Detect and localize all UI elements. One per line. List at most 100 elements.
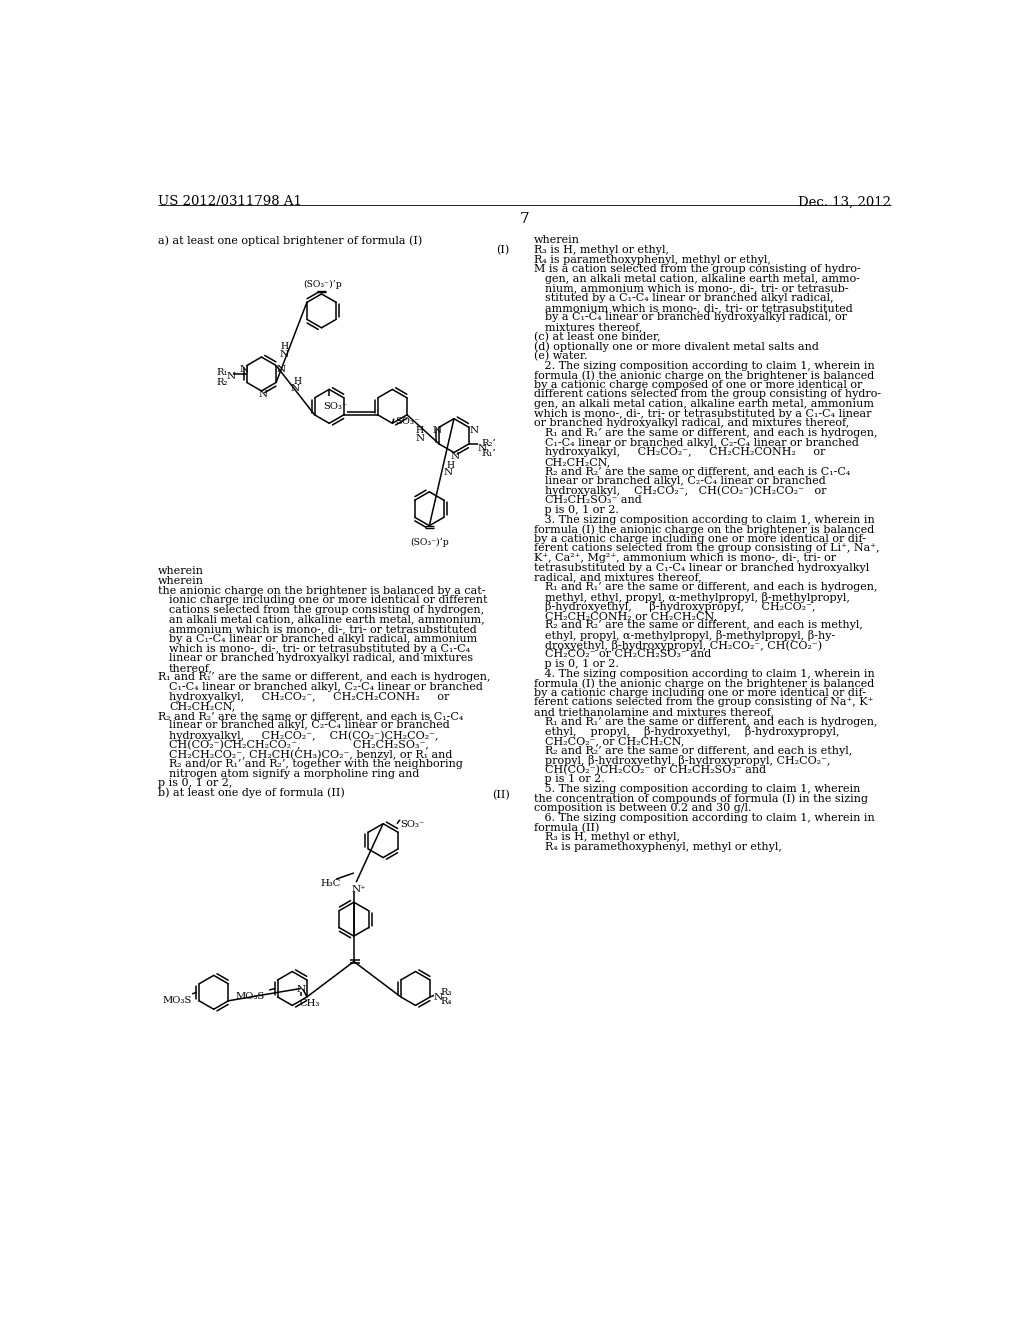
Text: formula (II): formula (II)	[535, 822, 599, 833]
Text: 2. The sizing composition according to claim 1, wherein in: 2. The sizing composition according to c…	[535, 360, 874, 371]
Text: hydroxyalkyl,     CH₂CO₂⁻,     CH₂CH₂CONH₂     or: hydroxyalkyl, CH₂CO₂⁻, CH₂CH₂CONH₂ or	[545, 447, 825, 457]
Text: by a cationic charge composed of one or more identical or: by a cationic charge composed of one or …	[535, 380, 862, 389]
Text: gen, an alkali metal cation, alkaline earth metal, ammonium: gen, an alkali metal cation, alkaline ea…	[535, 399, 874, 409]
Text: N: N	[434, 993, 443, 1002]
Text: nitrogen atom signify a morpholine ring and: nitrogen atom signify a morpholine ring …	[169, 768, 420, 779]
Text: C₁-C₄ linear or branched alkyl, C₂-C₄ linear or branched: C₁-C₄ linear or branched alkyl, C₂-C₄ li…	[169, 682, 483, 692]
Text: C₁-C₄ linear or branched alkyl, C₂-C₄ linear or branched: C₁-C₄ linear or branched alkyl, C₂-C₄ li…	[545, 437, 859, 447]
Text: H: H	[294, 378, 302, 385]
Text: CH₂CO₂⁻, or CH₂CH₂CN,: CH₂CO₂⁻, or CH₂CH₂CN,	[545, 737, 684, 746]
Text: R₃ is H, methyl or ethyl,: R₃ is H, methyl or ethyl,	[535, 246, 669, 255]
Text: MO₃S: MO₃S	[236, 993, 264, 1002]
Text: the anionic charge on the brightener is balanced by a cat-: the anionic charge on the brightener is …	[159, 586, 485, 595]
Text: droxyethyl, β-hydroxypropyl, CH₂CO₂⁻, CH(CO₂⁻): droxyethyl, β-hydroxypropyl, CH₂CO₂⁻, CH…	[545, 640, 822, 651]
Text: p is 0, 1 or 2,: p is 0, 1 or 2,	[159, 779, 232, 788]
Text: CH₂CO₂⁻ or CH₂CH₂SO₃⁻ and: CH₂CO₂⁻ or CH₂CH₂SO₃⁻ and	[545, 649, 711, 659]
Text: b) at least one dye of formula (II): b) at least one dye of formula (II)	[159, 788, 345, 799]
Text: 6. The sizing composition according to claim 1, wherein in: 6. The sizing composition according to c…	[535, 813, 874, 822]
Text: SO₃⁻: SO₃⁻	[323, 401, 347, 411]
Text: which is mono-, di-, tri- or tetrasubstituted by a C₁-C₄ linear: which is mono-, di-, tri- or tetrasubsti…	[535, 409, 871, 418]
Text: different cations selected from the group consisting of hydro-: different cations selected from the grou…	[535, 389, 882, 400]
Text: CH₂CH₂SO₃⁻ and: CH₂CH₂SO₃⁻ and	[545, 495, 642, 506]
Text: R₃: R₃	[440, 987, 452, 997]
Text: K⁺, Ca²⁺, Mg²⁺, ammonium which is mono-, di-, tri- or: K⁺, Ca²⁺, Mg²⁺, ammonium which is mono-,…	[535, 553, 837, 564]
Text: ethyl, propyl, α-methylpropyl, β-methylpropyl, β-hy-: ethyl, propyl, α-methylpropyl, β-methylp…	[545, 630, 835, 642]
Text: composition is between 0.2 and 30 g/l.: composition is between 0.2 and 30 g/l.	[535, 804, 752, 813]
Text: CH₂CH₂CN,: CH₂CH₂CN,	[169, 701, 236, 711]
Text: ferent cations selected from the group consisting of Na⁺, K⁺: ferent cations selected from the group c…	[535, 697, 873, 708]
Text: by a C₁-C₄ linear or branched alkyl radical, ammonium: by a C₁-C₄ linear or branched alkyl radi…	[169, 634, 477, 644]
Text: p is 1 or 2.: p is 1 or 2.	[535, 775, 605, 784]
Text: CH₃: CH₃	[299, 999, 319, 1008]
Text: ionic charge including one or more identical or different: ionic charge including one or more ident…	[169, 595, 487, 606]
Text: 7: 7	[520, 213, 529, 226]
Text: R₁ and R₁’ are the same or different, and each is hydrogen,: R₁ and R₁’ are the same or different, an…	[159, 672, 490, 682]
Text: R₂’: R₂’	[481, 440, 496, 449]
Text: M is a cation selected from the group consisting of hydro-: M is a cation selected from the group co…	[535, 264, 861, 275]
Text: stituted by a C₁-C₄ linear or branched alkyl radical,: stituted by a C₁-C₄ linear or branched a…	[545, 293, 834, 304]
Text: Dec. 13, 2012: Dec. 13, 2012	[799, 195, 891, 209]
Text: by a C₁-C₄ linear or branched hydroxyalkyl radical, or: by a C₁-C₄ linear or branched hydroxyalk…	[545, 313, 847, 322]
Text: 3. The sizing composition according to claim 1, wherein in: 3. The sizing composition according to c…	[535, 515, 874, 524]
Text: and triethanolamine and mixtures thereof,: and triethanolamine and mixtures thereof…	[535, 708, 774, 717]
Text: tetrasubstituted by a C₁-C₄ linear or branched hydroxyalkyl: tetrasubstituted by a C₁-C₄ linear or br…	[535, 562, 869, 573]
Text: H: H	[446, 462, 455, 470]
Text: SO₃⁻: SO₃⁻	[394, 417, 419, 426]
Text: (I): (I)	[497, 246, 509, 256]
Text: or branched hydroxyalkyl radical, and mixtures thereof,: or branched hydroxyalkyl radical, and mi…	[535, 418, 849, 428]
Text: wherein: wherein	[159, 566, 204, 577]
Text: N: N	[280, 350, 289, 359]
Text: R₂ and R₂’ are the same or different, and each is C₁-C₄: R₂ and R₂’ are the same or different, an…	[545, 466, 850, 477]
Text: N: N	[416, 434, 425, 444]
Text: CH₂CH₂CONH₂ or CH₂CH₂CN,: CH₂CH₂CONH₂ or CH₂CH₂CN,	[545, 611, 717, 620]
Text: linear or branched alkyl, C₂-C₄ linear or branched: linear or branched alkyl, C₂-C₄ linear o…	[169, 721, 450, 730]
Text: R₁ and R₁’ are the same or different, and each is hydrogen,: R₁ and R₁’ are the same or different, an…	[545, 717, 878, 726]
Text: 5. The sizing composition according to claim 1, wherein: 5. The sizing composition according to c…	[535, 784, 860, 795]
Text: CH(CO₂⁻)CH₂CH₂CO₂⁻,               CH₂CH₂SO₃⁻,: CH(CO₂⁻)CH₂CH₂CO₂⁻, CH₂CH₂SO₃⁻,	[169, 739, 429, 750]
Text: hydroxyalkyl,     CH₂CO₂⁻,     CH₂CH₂CONH₂     or: hydroxyalkyl, CH₂CO₂⁻, CH₂CH₂CONH₂ or	[169, 692, 450, 702]
Text: N: N	[297, 985, 306, 994]
Text: R₁’: R₁’	[481, 449, 496, 458]
Text: nium, ammonium which is mono-, di-, tri- or tetrasub-: nium, ammonium which is mono-, di-, tri-…	[545, 284, 849, 293]
Text: (SO₃⁻)’p: (SO₃⁻)’p	[304, 280, 342, 289]
Text: N: N	[276, 364, 286, 374]
Text: CH(CO₂⁻)CH₂CO₂⁻ or CH₂CH₂SO₃⁻ and: CH(CO₂⁻)CH₂CO₂⁻ or CH₂CH₂SO₃⁻ and	[545, 764, 766, 775]
Text: ammonium which is mono-, di-, tri- or tetrasubstituted: ammonium which is mono-, di-, tri- or te…	[545, 302, 853, 313]
Text: MO₃S: MO₃S	[162, 997, 191, 1005]
Text: R₁ and R₁’ are the same or different, and each is hydrogen,: R₁ and R₁’ are the same or different, an…	[545, 428, 878, 438]
Text: mixtures thereof,: mixtures thereof,	[545, 322, 642, 333]
Text: (c) at least one binder,: (c) at least one binder,	[535, 331, 660, 342]
Text: linear or branched hydroxyalkyl radical, and mixtures: linear or branched hydroxyalkyl radical,…	[169, 653, 473, 663]
Text: R₂ and R₂’ are the same or different, and each is methyl,: R₂ and R₂’ are the same or different, an…	[545, 620, 862, 631]
Text: ammonium which is mono-, di-, tri- or tetrasubstituted: ammonium which is mono-, di-, tri- or te…	[169, 624, 477, 634]
Text: R₂ and R₂’ are the same or different, and each is ethyl,: R₂ and R₂’ are the same or different, an…	[545, 746, 852, 755]
Text: formula (I) the anionic charge on the brightener is balanced: formula (I) the anionic charge on the br…	[535, 370, 874, 380]
Text: R₁ and R₁’ are the same or different, and each is hydrogen,: R₁ and R₁’ are the same or different, an…	[545, 582, 878, 591]
Text: US 2012/0311798 A1: US 2012/0311798 A1	[159, 195, 302, 209]
Text: CH₂CH₂CN,: CH₂CH₂CN,	[545, 457, 611, 467]
Text: radical, and mixtures thereof,: radical, and mixtures thereof,	[535, 573, 701, 582]
Text: which is mono-, di-, tri- or tetrasubstituted by a C₁-C₄: which is mono-, di-, tri- or tetrasubsti…	[169, 644, 470, 653]
Text: H₃C: H₃C	[321, 879, 341, 888]
Text: N⁺: N⁺	[351, 884, 367, 894]
Text: ethyl,    propyl,    β-hydroxyethyl,    β-hydroxypropyl,: ethyl, propyl, β-hydroxyethyl, β-hydroxy…	[545, 726, 840, 738]
Text: ferent cations selected from the group consisting of Li⁺, Na⁺,: ferent cations selected from the group c…	[535, 544, 880, 553]
Text: formula (I) the anionic charge on the brightener is balanced: formula (I) the anionic charge on the br…	[535, 524, 874, 535]
Text: R₂ and R₂’ are the same or different, and each is C₁-C₄: R₂ and R₂’ are the same or different, an…	[159, 711, 464, 721]
Text: R₂: R₂	[216, 378, 227, 387]
Text: p is 0, 1 or 2.: p is 0, 1 or 2.	[535, 659, 618, 669]
Text: R₂ and/or R₁’ and R₂’, together with the neighboring: R₂ and/or R₁’ and R₂’, together with the…	[169, 759, 463, 770]
Text: R₄ is paramethoxyphenyl, methyl or ethyl,: R₄ is paramethoxyphenyl, methyl or ethyl…	[535, 255, 771, 264]
Text: R₁: R₁	[216, 368, 227, 376]
Text: cations selected from the group consisting of hydrogen,: cations selected from the group consisti…	[169, 605, 484, 615]
Text: R₄ is paramethoxyphenyl, methyl or ethyl,: R₄ is paramethoxyphenyl, methyl or ethyl…	[545, 842, 781, 851]
Text: N: N	[258, 391, 267, 399]
Text: N: N	[291, 384, 300, 393]
Text: (II): (II)	[492, 791, 509, 800]
Text: N: N	[451, 451, 460, 461]
Text: wherein: wherein	[159, 576, 204, 586]
Text: propyl, β-hydroxyethyl, β-hydroxypropyl, CH₂CO₂⁻,: propyl, β-hydroxyethyl, β-hydroxypropyl,…	[545, 755, 830, 766]
Text: hydroxyalkyl,    CH₂CO₂⁻,   CH(CO₂⁻)CH₂CO₂⁻   or: hydroxyalkyl, CH₂CO₂⁻, CH(CO₂⁻)CH₂CO₂⁻ o…	[545, 486, 826, 496]
Text: R₃ is H, methyl or ethyl,: R₃ is H, methyl or ethyl,	[545, 832, 680, 842]
Text: p is 0, 1 or 2.: p is 0, 1 or 2.	[535, 506, 618, 515]
